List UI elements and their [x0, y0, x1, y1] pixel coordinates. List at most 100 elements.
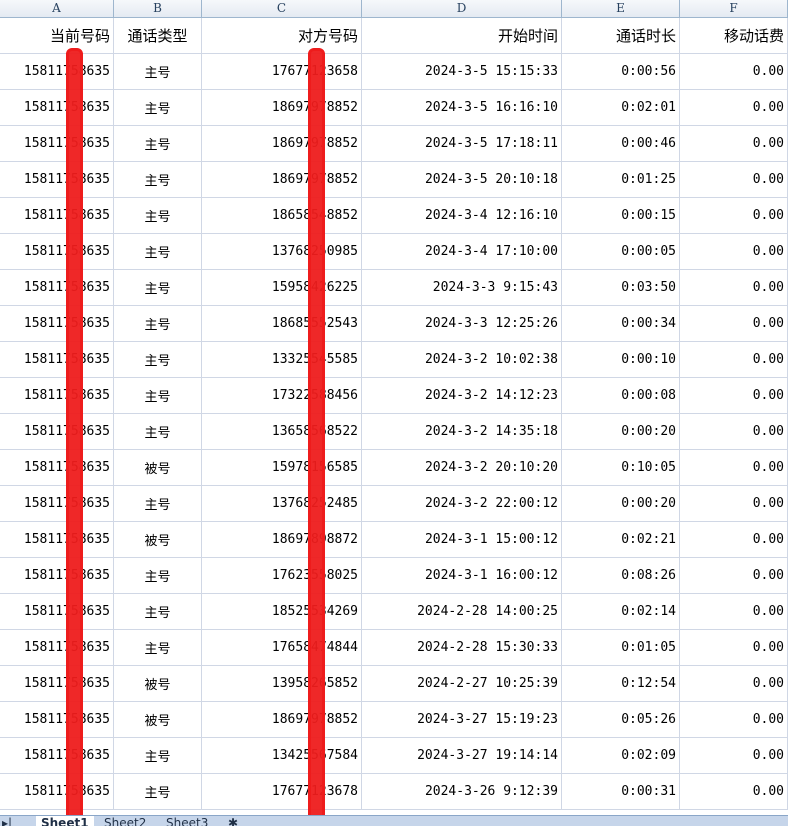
- current-number-cell[interactable]: 15811758635: [0, 486, 114, 521]
- duration-cell[interactable]: 0:02:09: [562, 738, 680, 773]
- tab-sheet3[interactable]: Sheet3: [166, 816, 209, 826]
- duration-cell[interactable]: 0:03:50: [562, 270, 680, 305]
- start-time-cell[interactable]: 2024-3-5 17:18:11: [362, 126, 562, 161]
- tab-nav-arrows-icon[interactable]: ▸|: [2, 816, 13, 826]
- fee-cell[interactable]: 0.00: [680, 522, 788, 557]
- current-number-cell[interactable]: 15811758635: [0, 54, 114, 89]
- start-time-cell[interactable]: 2024-3-1 15:00:12: [362, 522, 562, 557]
- column-header-a[interactable]: A: [0, 0, 114, 17]
- current-number-cell[interactable]: 15811758635: [0, 198, 114, 233]
- duration-cell[interactable]: 0:00:10: [562, 342, 680, 377]
- start-time-cell[interactable]: 2024-2-27 10:25:39: [362, 666, 562, 701]
- other-number-cell[interactable]: 13768252485: [202, 486, 362, 521]
- duration-cell[interactable]: 0:02:01: [562, 90, 680, 125]
- other-number-cell[interactable]: 17677123678: [202, 774, 362, 809]
- duration-cell[interactable]: 0:00:20: [562, 414, 680, 449]
- call-type-cell[interactable]: 主号: [114, 558, 202, 593]
- start-time-cell[interactable]: 2024-3-2 22:00:12: [362, 486, 562, 521]
- current-number-cell[interactable]: 15811758635: [0, 234, 114, 269]
- current-number-cell[interactable]: 15811758635: [0, 630, 114, 665]
- call-type-cell[interactable]: 主号: [114, 306, 202, 341]
- column-header-f[interactable]: F: [680, 0, 788, 17]
- start-time-cell[interactable]: 2024-3-2 10:02:38: [362, 342, 562, 377]
- fee-cell[interactable]: 0.00: [680, 270, 788, 305]
- duration-cell[interactable]: 0:00:56: [562, 54, 680, 89]
- duration-cell[interactable]: 0:01:05: [562, 630, 680, 665]
- start-time-cell[interactable]: 2024-3-5 15:15:33: [362, 54, 562, 89]
- tab-sheet2[interactable]: Sheet2: [104, 816, 147, 826]
- call-type-cell[interactable]: 主号: [114, 234, 202, 269]
- start-time-cell[interactable]: 2024-3-4 17:10:00: [362, 234, 562, 269]
- current-number-cell[interactable]: 15811758635: [0, 90, 114, 125]
- other-number-cell[interactable]: 18697978852: [202, 90, 362, 125]
- current-number-cell[interactable]: 15811758635: [0, 378, 114, 413]
- other-number-cell[interactable]: 13768250985: [202, 234, 362, 269]
- duration-cell[interactable]: 0:00:20: [562, 486, 680, 521]
- duration-cell[interactable]: 0:01:25: [562, 162, 680, 197]
- header-cell[interactable]: 当前号码: [0, 18, 114, 53]
- header-cell[interactable]: 通话时长: [562, 18, 680, 53]
- call-type-cell[interactable]: 主号: [114, 738, 202, 773]
- duration-cell[interactable]: 0:00:05: [562, 234, 680, 269]
- other-number-cell[interactable]: 13425567584: [202, 738, 362, 773]
- call-type-cell[interactable]: 主号: [114, 774, 202, 809]
- other-number-cell[interactable]: 15978156585: [202, 450, 362, 485]
- fee-cell[interactable]: 0.00: [680, 666, 788, 701]
- duration-cell[interactable]: 0:00:34: [562, 306, 680, 341]
- fee-cell[interactable]: 0.00: [680, 558, 788, 593]
- fee-cell[interactable]: 0.00: [680, 702, 788, 737]
- current-number-cell[interactable]: 15811758635: [0, 594, 114, 629]
- insert-sheet-icon[interactable]: ✱: [228, 816, 239, 826]
- fee-cell[interactable]: 0.00: [680, 414, 788, 449]
- header-cell[interactable]: 开始时间: [362, 18, 562, 53]
- other-number-cell[interactable]: 18525534269: [202, 594, 362, 629]
- fee-cell[interactable]: 0.00: [680, 378, 788, 413]
- call-type-cell[interactable]: 被号: [114, 450, 202, 485]
- call-type-cell[interactable]: 主号: [114, 54, 202, 89]
- fee-cell[interactable]: 0.00: [680, 306, 788, 341]
- fee-cell[interactable]: 0.00: [680, 342, 788, 377]
- call-type-cell[interactable]: 主号: [114, 198, 202, 233]
- column-header-e[interactable]: E: [562, 0, 680, 17]
- current-number-cell[interactable]: 15811758635: [0, 306, 114, 341]
- call-type-cell[interactable]: 被号: [114, 702, 202, 737]
- fee-cell[interactable]: 0.00: [680, 198, 788, 233]
- start-time-cell[interactable]: 2024-3-5 20:10:18: [362, 162, 562, 197]
- duration-cell[interactable]: 0:00:46: [562, 126, 680, 161]
- current-number-cell[interactable]: 15811758635: [0, 126, 114, 161]
- start-time-cell[interactable]: 2024-3-5 16:16:10: [362, 90, 562, 125]
- call-type-cell[interactable]: 被号: [114, 522, 202, 557]
- other-number-cell[interactable]: 18697978852: [202, 126, 362, 161]
- fee-cell[interactable]: 0.00: [680, 450, 788, 485]
- start-time-cell[interactable]: 2024-3-4 12:16:10: [362, 198, 562, 233]
- call-type-cell[interactable]: 主号: [114, 594, 202, 629]
- fee-cell[interactable]: 0.00: [680, 594, 788, 629]
- column-header-d[interactable]: D: [362, 0, 562, 17]
- other-number-cell[interactable]: 15958426225: [202, 270, 362, 305]
- duration-cell[interactable]: 0:02:14: [562, 594, 680, 629]
- start-time-cell[interactable]: 2024-3-3 12:25:26: [362, 306, 562, 341]
- duration-cell[interactable]: 0:00:15: [562, 198, 680, 233]
- start-time-cell[interactable]: 2024-2-28 14:00:25: [362, 594, 562, 629]
- current-number-cell[interactable]: 15811758635: [0, 666, 114, 701]
- column-header-c[interactable]: C: [202, 0, 362, 17]
- start-time-cell[interactable]: 2024-3-3 9:15:43: [362, 270, 562, 305]
- fee-cell[interactable]: 0.00: [680, 630, 788, 665]
- fee-cell[interactable]: 0.00: [680, 162, 788, 197]
- duration-cell[interactable]: 0:12:54: [562, 666, 680, 701]
- current-number-cell[interactable]: 15811758635: [0, 522, 114, 557]
- current-number-cell[interactable]: 15811758635: [0, 342, 114, 377]
- other-number-cell[interactable]: 17658474844: [202, 630, 362, 665]
- duration-cell[interactable]: 0:05:26: [562, 702, 680, 737]
- call-type-cell[interactable]: 被号: [114, 666, 202, 701]
- call-type-cell[interactable]: 主号: [114, 630, 202, 665]
- current-number-cell[interactable]: 15811758635: [0, 270, 114, 305]
- current-number-cell[interactable]: 15811758635: [0, 738, 114, 773]
- header-cell[interactable]: 移动话费: [680, 18, 788, 53]
- current-number-cell[interactable]: 15811758635: [0, 414, 114, 449]
- other-number-cell[interactable]: 18697978852: [202, 162, 362, 197]
- fee-cell[interactable]: 0.00: [680, 486, 788, 521]
- call-type-cell[interactable]: 主号: [114, 270, 202, 305]
- other-number-cell[interactable]: 18658548852: [202, 198, 362, 233]
- call-type-cell[interactable]: 主号: [114, 414, 202, 449]
